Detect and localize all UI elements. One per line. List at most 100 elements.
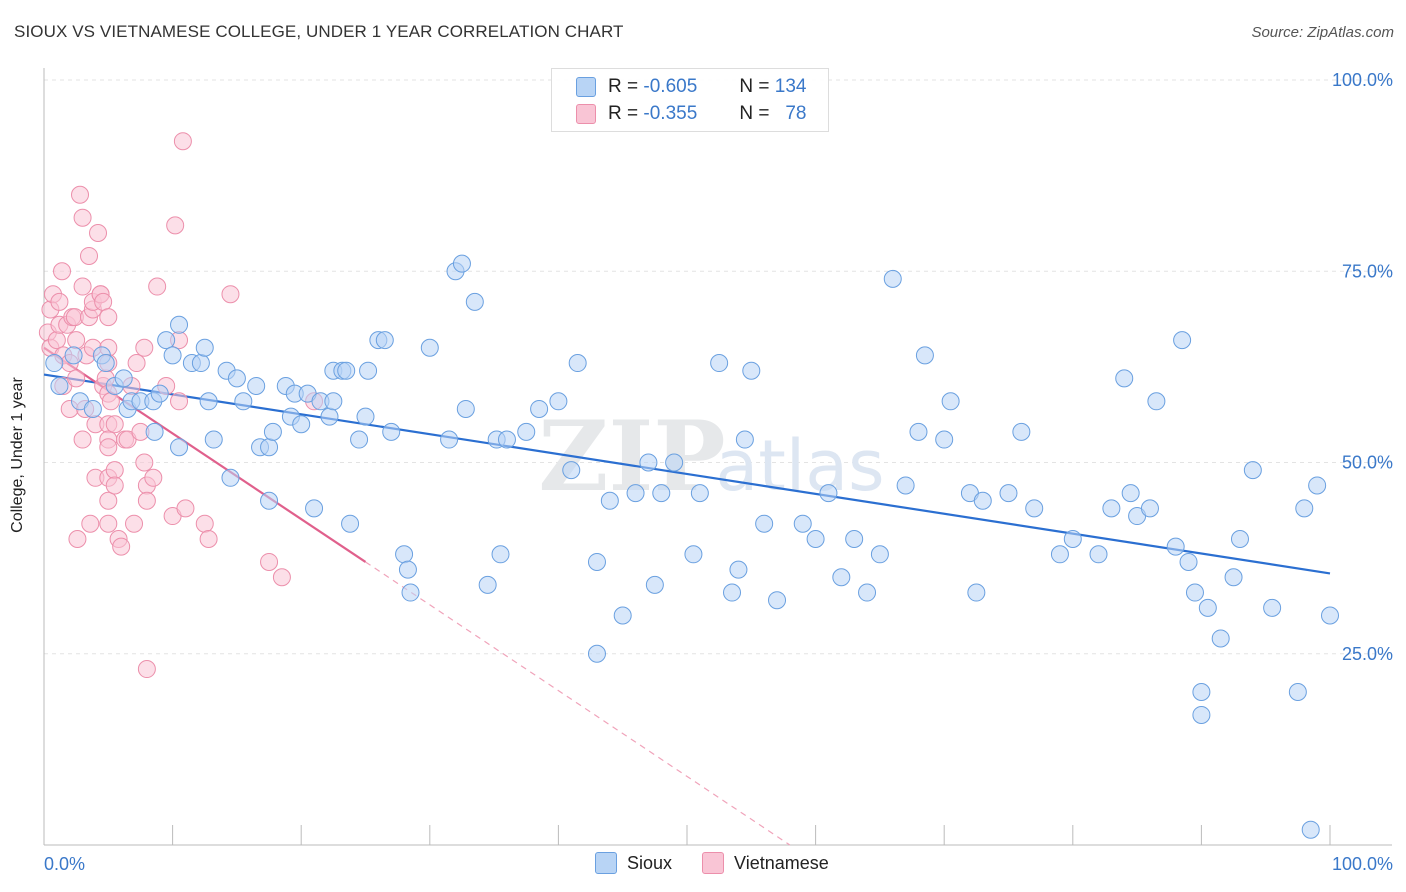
- vietnamese-point: [105, 476, 124, 495]
- sioux-point: [292, 415, 311, 434]
- vietnamese-point: [148, 277, 167, 296]
- y-tick-label: 50.0%: [1342, 453, 1393, 473]
- sioux-point: [1166, 537, 1185, 556]
- sioux-point: [870, 545, 889, 564]
- sioux-point: [199, 392, 218, 411]
- sioux-point: [96, 354, 115, 373]
- x-tick-label: 0.0%: [44, 854, 85, 874]
- vietnamese-point: [94, 292, 113, 311]
- sioux-swatch: [576, 77, 596, 97]
- sioux-point: [729, 560, 748, 579]
- sioux-point: [145, 422, 164, 441]
- sioux-trend-line: [43, 373, 1331, 575]
- sioux-point: [221, 468, 240, 487]
- sioux-point: [999, 484, 1018, 503]
- sioux-point: [639, 453, 658, 472]
- sioux-point: [832, 568, 851, 587]
- vietnamese-point: [112, 537, 131, 556]
- vietnamese-point: [170, 392, 189, 411]
- sioux-point: [684, 545, 703, 564]
- y-tick-label: 75.0%: [1342, 261, 1393, 281]
- sioux-point: [64, 346, 83, 365]
- vietnamese-swatch: [702, 852, 725, 874]
- sioux-point: [260, 438, 279, 457]
- sioux-point: [260, 491, 279, 510]
- sioux-point: [1012, 422, 1031, 441]
- sioux-point: [263, 422, 282, 441]
- sioux-point: [247, 377, 266, 395]
- sioux-point: [1089, 545, 1108, 564]
- chart-title: SIOUX VS VIETNAMESE COLLEGE, UNDER 1 YEA…: [14, 22, 624, 41]
- sioux-point: [195, 338, 214, 357]
- sioux-point: [305, 499, 324, 518]
- sioux-point: [806, 530, 825, 548]
- sioux-point: [600, 491, 619, 510]
- sioux-point: [50, 377, 69, 395]
- vietnamese-point: [99, 491, 118, 510]
- sioux-point: [170, 438, 189, 457]
- sioux-point: [395, 545, 414, 564]
- axes: [43, 68, 1392, 846]
- sioux-point: [1192, 705, 1211, 724]
- sioux-point: [382, 422, 401, 441]
- sioux-point: [845, 530, 864, 548]
- n-value: 134: [774, 76, 807, 97]
- vietnamese-point: [101, 392, 120, 411]
- vietnamese-point: [99, 308, 118, 327]
- sioux-point: [491, 545, 510, 564]
- sioux-swatch: [595, 852, 617, 874]
- sioux-point: [497, 430, 516, 449]
- vietnamese-trend-extension: [365, 561, 791, 846]
- sioux-point: [1185, 583, 1204, 602]
- sioux-point: [1179, 552, 1198, 571]
- sioux-point: [967, 583, 986, 602]
- sioux-point: [530, 399, 549, 418]
- sioux-point: [1063, 530, 1082, 548]
- r-value: -0.605: [643, 76, 698, 97]
- sioux-point: [883, 269, 902, 288]
- sioux-point: [710, 354, 729, 373]
- sioux-point: [1147, 392, 1166, 411]
- legend-row-vietnamese: R = -0.355 N = 78: [576, 102, 806, 126]
- sioux-point: [1025, 499, 1044, 518]
- sioux-point: [440, 430, 459, 449]
- vietnamese-point: [176, 499, 195, 518]
- legend-row-sioux: R = -0.605 N = 134: [576, 75, 806, 99]
- vietnamese-point: [80, 246, 99, 265]
- sioux-point: [227, 369, 246, 388]
- sioux-point: [1224, 568, 1243, 587]
- sioux-point: [549, 392, 568, 411]
- sioux-point: [157, 331, 176, 350]
- y-tick-label: 25.0%: [1342, 644, 1393, 664]
- sioux-point: [1173, 331, 1192, 350]
- vietnamese-point: [50, 292, 69, 311]
- n-label: N =: [739, 103, 770, 124]
- sioux-point: [359, 361, 378, 380]
- sioux-point: [83, 399, 102, 418]
- vietnamese-point: [221, 285, 240, 304]
- sioux-point: [1230, 530, 1249, 548]
- sioux-point: [1198, 598, 1217, 617]
- sioux-point: [478, 575, 497, 594]
- sioux-point: [768, 591, 787, 610]
- legend-label-sioux: Sioux: [627, 852, 673, 873]
- sioux-point: [1102, 499, 1121, 518]
- vietnamese-point: [68, 530, 87, 548]
- sioux-point: [375, 331, 394, 350]
- vietnamese-points: [38, 132, 324, 679]
- sioux-point: [191, 354, 210, 373]
- sioux-point: [742, 361, 761, 380]
- r-value: -0.355: [643, 103, 698, 124]
- sioux-point: [465, 292, 484, 311]
- vietnamese-point: [166, 216, 185, 235]
- sioux-point: [234, 392, 253, 411]
- vietnamese-point: [260, 552, 279, 571]
- sioux-point: [341, 514, 360, 533]
- sioux-point: [1140, 499, 1159, 518]
- vietnamese-point: [195, 514, 214, 533]
- tick-labels: 100.0% 75.0% 50.0% 25.0% 0.0% 100.0%: [44, 70, 1393, 874]
- vietnamese-point: [47, 331, 66, 350]
- sioux-point: [324, 392, 343, 411]
- sioux-point: [652, 484, 671, 503]
